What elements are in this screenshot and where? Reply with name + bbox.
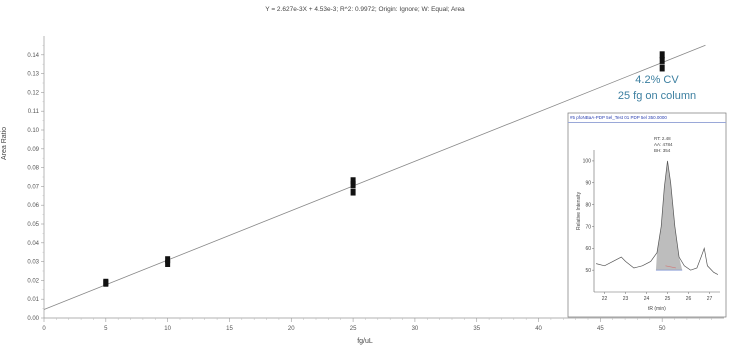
y-tick-label: 0.09 [27,147,39,153]
x-tick-label: 20 [288,326,295,332]
data-point [659,51,665,59]
inset-peak-label-rt: RT: 2.48 [654,136,671,141]
x-tick-label: 30 [412,326,419,332]
inset-y-tick-label: 60 [585,246,591,252]
inset-chromatogram-frame [567,112,727,318]
y-tick-label: 0.02 [27,278,39,284]
data-point [350,181,356,189]
x-tick-label: 35 [473,326,480,332]
y-tick-label: 0.12 [27,90,39,96]
y-tick-label: 0.08 [27,166,39,172]
y-tick-label: 0.07 [27,184,39,190]
inset-x-tick-label: 25 [665,296,671,302]
y-axis-label: Area Ratio [1,126,8,160]
data-point [350,188,356,196]
data-point [350,177,356,185]
x-tick-label: 0 [42,326,46,332]
inset-integration-mark [665,265,676,269]
chart-title: Y = 2.627e-3X + 4.53e-3; R^2: 0.9972; Or… [265,6,465,13]
x-tick-label: 40 [535,326,542,332]
regression-line [43,44,706,310]
x-tick-label: 45 [597,326,604,332]
inset-y-label: Relative Intensity [576,191,582,230]
inset-y-tick-label: 70 [585,224,591,230]
inset-header: #5 pfoNBaA-PDP 5el_Test 01 PDP 5el 350.0… [568,113,726,123]
inset-x-tick-label: 23 [623,296,629,302]
y-tick-label: 0.14 [27,53,39,59]
x-tick-label: 5 [104,326,108,332]
inset-peak-label-bh: BH: 354 [654,148,671,153]
on-column-annotation: 25 fg on column [617,90,697,102]
inset-y-tick-label: 80 [585,202,591,208]
x-tick-label: 10 [164,326,171,332]
inset-trace [596,160,719,275]
y-tick-label: 0.10 [27,128,39,134]
x-axis-label: fg/uL [357,338,373,345]
y-tick-label: 0.05 [27,222,39,228]
y-tick-label: 0.13 [27,72,39,78]
y-tick-label: 0.06 [27,203,39,209]
data-point [659,56,665,64]
x-tick-label: 50 [659,326,666,332]
inset-chromatogram: 22 23 24 25 26 27 50 60 70 80 90 100 [583,150,720,302]
y-tick-label: 0.03 [27,260,39,266]
y-tick-label: 0.11 [28,109,40,115]
inset-y-tick-label: 100 [583,159,592,165]
data-point [165,259,171,267]
inset-y-tick-label: 50 [585,268,591,274]
data-point [103,278,109,286]
y-tick-label: 0.00 [27,316,39,322]
y-tick-label: 0.04 [27,241,39,247]
inset-y-tick-label: 90 [585,181,591,187]
y-tick-label: 0.01 [27,297,39,303]
cv-annotation: 4.2% CV [635,74,679,86]
inset-x-tick-label: 22 [602,296,608,302]
x-axis-ticks: 0 5 10 15 20 25 30 35 40 45 50 [42,318,712,332]
inset-x-label: tR (min) [648,306,666,312]
x-tick-label: 15 [226,326,233,332]
y-axis-ticks: 0.00 0.01 0.02 0.03 0.04 0.05 0.06 0.07 0.08 0.09… [27,45,44,322]
inset-peak-area [655,160,683,271]
data-points [103,51,665,287]
inset-x-tick-label: 26 [686,296,692,302]
x-tick-label: 25 [350,326,357,332]
inset-x-tick-label: 27 [707,296,713,302]
inset-x-tick-label: 24 [644,296,650,302]
data-point [659,64,665,72]
inset-peak-label-aa: AA: 4784 [654,142,673,147]
data-point [165,256,171,264]
